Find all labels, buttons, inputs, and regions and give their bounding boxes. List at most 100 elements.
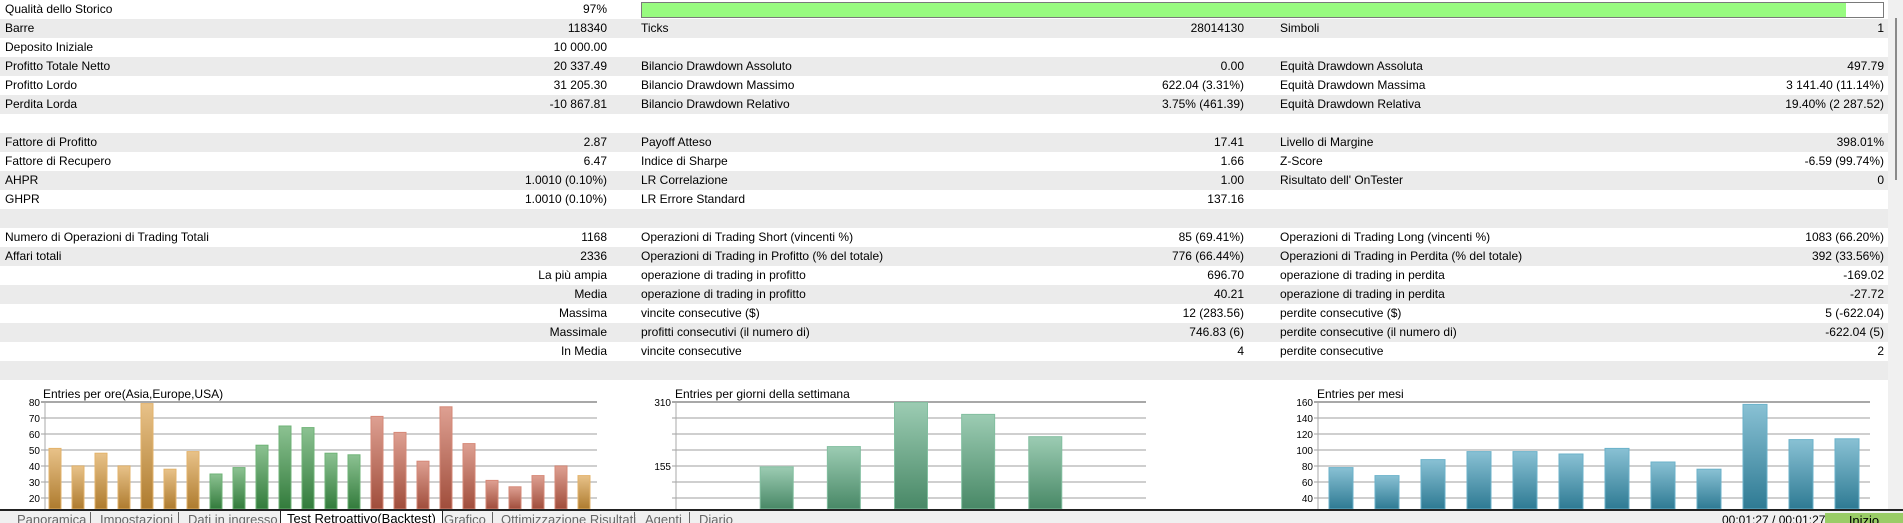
bar-11: [301, 427, 315, 510]
elapsed-time: 00:01:27 / 00:01:27: [1722, 513, 1826, 523]
stat-label: Z-Score: [1280, 154, 1323, 168]
stat-value: 12 (283.56): [1182, 306, 1244, 320]
stat-label: Bilancio Drawdown Massimo: [641, 78, 795, 92]
stat-label: Affari totali: [5, 249, 62, 263]
stat-label: Profitto Lordo: [5, 78, 78, 92]
stat-value: 137.16: [1207, 192, 1244, 206]
tab-dati-in-ingresso[interactable]: Dati in ingresso: [188, 512, 278, 523]
y-tick-label: 70: [29, 414, 41, 425]
stat-label: operazione di trading in profitto: [641, 287, 806, 301]
stat-label: Equità Drawdown Assoluta: [1280, 59, 1423, 73]
tab-diario[interactable]: Diario: [699, 512, 733, 523]
bar-8: [1650, 461, 1676, 510]
stat-label: perdite consecutive: [1280, 344, 1384, 358]
stat-label: vincite consecutive ($): [641, 306, 760, 320]
y-tick-label: 80: [1302, 462, 1314, 473]
progress-fill: [642, 3, 1846, 17]
stat-value: 10 000.00: [553, 40, 607, 54]
stat-label: Equità Drawdown Relativa: [1280, 97, 1421, 111]
bar-1: [1328, 467, 1354, 510]
stat-value: 3.75% (461.39): [1161, 97, 1244, 111]
report-row: Fattore di Profitto 2.87 Payoff Atteso 17.4…: [0, 133, 1888, 152]
bar-13: [347, 454, 361, 510]
tab-impostazioni[interactable]: Impostazioni: [100, 512, 173, 523]
report-row: [0, 209, 1888, 228]
tab-separator: [178, 512, 179, 523]
stat-value: 1.66: [1220, 154, 1244, 168]
chart-title: Entries per ore(Asia,Europe,USA): [43, 387, 224, 401]
tab-separator: [90, 512, 91, 523]
y-tick-label: 60: [1302, 478, 1314, 489]
stat-value: 1083 (66.20%): [1805, 230, 1884, 244]
stat-label: profitti consecutivi (il numero di): [641, 325, 810, 339]
bar-8: [232, 467, 246, 510]
stat-label: operazione di trading in perdita: [1280, 268, 1445, 282]
stat-label: GHPR: [5, 192, 40, 206]
scrollbar-thumb[interactable]: [1895, 18, 1897, 180]
stat-value: 19.40% (2 287.52): [1785, 97, 1884, 111]
bar-3: [117, 465, 131, 510]
y-tick-label: 310: [654, 398, 671, 409]
y-tick-label: 155: [654, 462, 671, 473]
stat-label: Fattore di Profitto: [5, 135, 98, 149]
bar-4: [961, 413, 996, 510]
chart-title: Entries per giorni della settimana: [675, 387, 850, 401]
stat-value: 4: [1237, 344, 1244, 358]
bar-21: [531, 475, 545, 510]
report-row: La più ampia operazione di trading in pro…: [0, 266, 1888, 285]
stat-value: La più ampia: [538, 268, 607, 282]
stat-value: -6.59 (99.74%): [1804, 154, 1884, 168]
bar-5: [1512, 451, 1538, 510]
stat-label: Operazioni di Trading in Profitto (% del…: [641, 249, 884, 263]
stat-value: 85 (69.41%): [1178, 230, 1244, 244]
bar-5: [1028, 436, 1063, 510]
stat-value: 0: [1877, 173, 1884, 187]
report-row: Deposito Iniziale 10 000.00: [0, 38, 1888, 57]
stat-label: AHPR: [5, 173, 39, 187]
stat-label: Payoff Atteso: [641, 135, 712, 149]
bar-10: [1742, 403, 1768, 510]
y-tick-label: 40: [29, 462, 41, 473]
bar-2: [94, 452, 108, 510]
stat-value: -169.02: [1843, 268, 1884, 282]
stat-label: Operazioni di Trading Long (vincenti %): [1280, 230, 1491, 244]
stat-label: operazione di trading in profitto: [641, 268, 806, 282]
stat-value: -10 867.81: [549, 97, 607, 111]
stat-value: 622.04 (3.31%): [1161, 78, 1244, 92]
tab-panoramica[interactable]: Panoramica: [17, 512, 87, 523]
tab-ottimizzazione-risultati[interactable]: Ottimizzazione Risultati: [501, 512, 637, 523]
stat-value: 696.70: [1207, 268, 1244, 282]
bar-4: [140, 403, 154, 510]
bar-2: [1374, 475, 1400, 510]
report-row: Perdita Lorda -10 867.81 Bilancio Drawdown…: [0, 95, 1888, 114]
bar-11: [1788, 439, 1814, 510]
bar-3: [894, 401, 928, 510]
bar-17: [439, 406, 453, 510]
tab-agenti[interactable]: Agenti: [645, 512, 682, 523]
stat-value: 1: [1877, 21, 1884, 35]
y-tick-label: 140: [1296, 414, 1313, 425]
tab-separator: [689, 512, 690, 523]
stat-value: 28014130: [1190, 21, 1244, 35]
tab-separator: [634, 512, 635, 523]
bar-6: [1558, 453, 1584, 510]
report-row: Affari totali 2336 Operazioni di Trading i…: [0, 247, 1888, 266]
y-tick-label: 100: [1296, 446, 1313, 457]
bar-18: [462, 443, 476, 510]
stat-label: Barre: [5, 21, 35, 35]
start-button[interactable]: Inizio: [1825, 513, 1903, 523]
report-row: GHPR 1.0010 (0.10%) LR Errore Standard 137.…: [0, 190, 1888, 209]
bar-2: [826, 446, 861, 510]
tab-grafico[interactable]: Grafico: [444, 512, 486, 523]
stat-label: Simboli: [1280, 21, 1320, 35]
stat-value: In Media: [560, 344, 607, 358]
bar-3: [1420, 459, 1446, 510]
stat-label: Operazioni di Trading in Perdita (% del …: [1280, 249, 1523, 263]
history-quality-progress-bar: [641, 2, 1884, 18]
vertical-scrollbar[interactable]: [1888, 0, 1903, 510]
tab-backtest[interactable]: Test Retroattivo(Backtest): [280, 511, 443, 523]
y-tick-label: 50: [29, 446, 41, 457]
report-row: [0, 361, 1888, 380]
stat-value: 1.0010 (0.10%): [524, 192, 607, 206]
report-row: Massimale profitti consecutivi (il numero…: [0, 323, 1888, 342]
